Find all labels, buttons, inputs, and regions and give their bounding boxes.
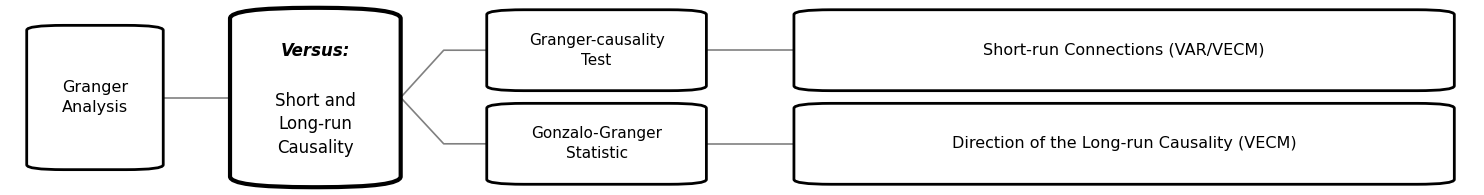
Text: Versus:: Versus: bbox=[280, 42, 350, 60]
Text: Granger
Analysis: Granger Analysis bbox=[62, 80, 128, 115]
Text: Direction of the Long-run Causality (VECM): Direction of the Long-run Causality (VEC… bbox=[951, 136, 1297, 151]
FancyBboxPatch shape bbox=[230, 8, 401, 187]
Text: Gonzalo-Granger
Statistic: Gonzalo-Granger Statistic bbox=[531, 126, 662, 161]
FancyBboxPatch shape bbox=[27, 25, 163, 170]
FancyBboxPatch shape bbox=[487, 10, 706, 91]
FancyBboxPatch shape bbox=[794, 103, 1454, 184]
FancyBboxPatch shape bbox=[794, 10, 1454, 91]
Text: Granger-causality
Test: Granger-causality Test bbox=[528, 33, 665, 68]
Text: Short-run Connections (VAR/VECM): Short-run Connections (VAR/VECM) bbox=[984, 43, 1264, 58]
FancyBboxPatch shape bbox=[487, 103, 706, 184]
Text: Short and
Long-run
Causality: Short and Long-run Causality bbox=[275, 92, 356, 157]
